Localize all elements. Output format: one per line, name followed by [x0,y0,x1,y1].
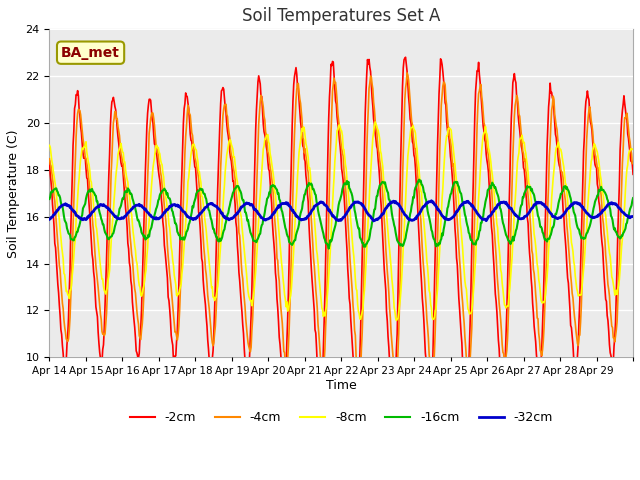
Text: BA_met: BA_met [61,46,120,60]
Y-axis label: Soil Temperature (C): Soil Temperature (C) [7,129,20,258]
Title: Soil Temperatures Set A: Soil Temperatures Set A [242,7,440,25]
X-axis label: Time: Time [326,379,356,392]
Legend: -2cm, -4cm, -8cm, -16cm, -32cm: -2cm, -4cm, -8cm, -16cm, -32cm [125,406,558,429]
